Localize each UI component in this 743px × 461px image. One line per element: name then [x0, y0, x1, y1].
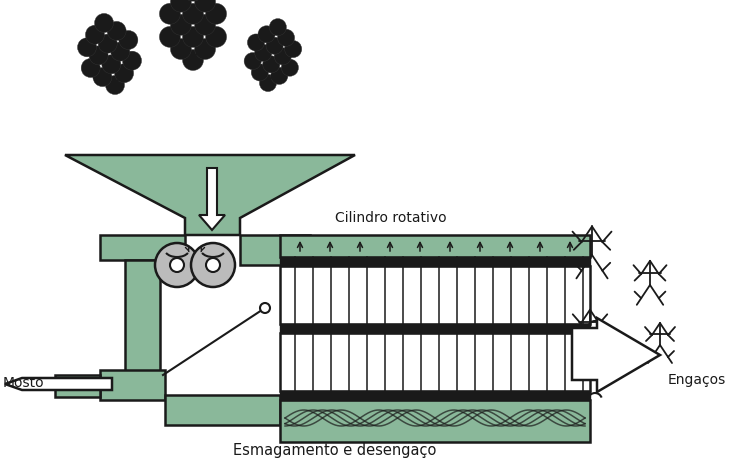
Circle shape [106, 76, 125, 95]
Circle shape [285, 41, 302, 58]
Text: Esmagamento e desengaço: Esmagamento e desengaço [233, 443, 437, 457]
Circle shape [170, 258, 184, 272]
Circle shape [206, 3, 227, 24]
Circle shape [263, 56, 280, 73]
Circle shape [277, 29, 294, 46]
Bar [280, 324, 590, 333]
Circle shape [155, 243, 199, 287]
Circle shape [244, 53, 262, 70]
Circle shape [170, 0, 192, 12]
Circle shape [107, 21, 126, 41]
Circle shape [123, 51, 141, 70]
Circle shape [251, 64, 268, 81]
Circle shape [183, 49, 204, 71]
Circle shape [183, 0, 204, 1]
Circle shape [170, 39, 192, 59]
Circle shape [81, 59, 100, 77]
Circle shape [183, 3, 204, 24]
Circle shape [259, 74, 276, 92]
Bar [165, 395, 280, 425]
Circle shape [195, 39, 215, 59]
Circle shape [274, 48, 291, 65]
Bar [100, 235, 185, 260]
Bar [280, 235, 590, 257]
Bar [280, 257, 590, 266]
Text: Engaços: Engaços [668, 373, 726, 387]
Circle shape [160, 3, 181, 24]
Circle shape [260, 303, 270, 313]
Circle shape [195, 0, 215, 12]
Bar [55, 375, 100, 397]
Circle shape [247, 34, 265, 51]
Circle shape [269, 18, 286, 35]
Bar [280, 391, 590, 400]
Circle shape [111, 42, 130, 61]
Circle shape [206, 258, 220, 272]
Bar [280, 333, 590, 391]
Circle shape [183, 26, 204, 47]
Circle shape [89, 46, 108, 65]
Circle shape [258, 26, 275, 43]
Circle shape [119, 30, 138, 49]
Circle shape [93, 68, 112, 87]
Text: Mosto: Mosto [3, 376, 45, 390]
Circle shape [191, 243, 235, 287]
Circle shape [195, 14, 215, 35]
Circle shape [160, 26, 181, 47]
Polygon shape [199, 168, 225, 230]
Circle shape [282, 59, 299, 76]
Polygon shape [65, 155, 355, 235]
Circle shape [255, 44, 272, 61]
Circle shape [266, 37, 283, 54]
Bar [240, 235, 310, 265]
Circle shape [85, 25, 105, 44]
Bar [280, 400, 590, 442]
Circle shape [102, 55, 121, 74]
Circle shape [77, 38, 97, 57]
Circle shape [94, 13, 114, 32]
Polygon shape [5, 378, 112, 390]
Polygon shape [572, 318, 660, 392]
Circle shape [114, 64, 134, 83]
Bar [125, 260, 160, 375]
Circle shape [98, 34, 117, 53]
Text: Cilindro rotativo: Cilindro rotativo [335, 211, 447, 225]
Bar [100, 370, 165, 400]
Bar [280, 266, 590, 324]
Circle shape [170, 14, 192, 35]
Circle shape [270, 67, 288, 84]
Circle shape [206, 26, 227, 47]
